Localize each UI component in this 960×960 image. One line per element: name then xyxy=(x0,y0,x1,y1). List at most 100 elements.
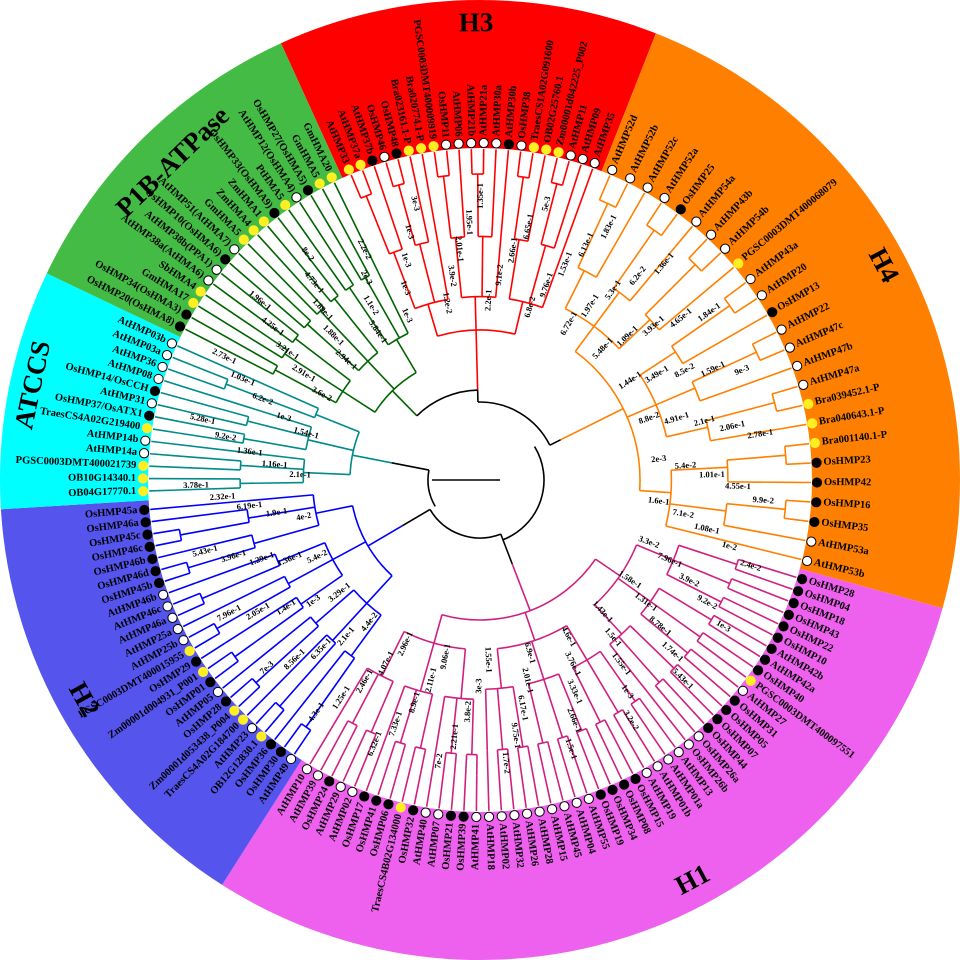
clade-arc xyxy=(705,420,712,441)
internal-branch xyxy=(723,294,730,300)
branch-length-label: 1.36e-1 xyxy=(236,445,263,458)
branch-length-label: 1.95e-1 xyxy=(464,209,475,235)
leaf-marker-yellow xyxy=(138,486,149,497)
leaf-branch xyxy=(246,694,269,716)
leaf-branch xyxy=(167,368,189,377)
clade-arc xyxy=(445,751,457,755)
internal-branch xyxy=(508,239,520,300)
leaf-branch xyxy=(743,314,768,330)
clade-arc xyxy=(517,175,530,179)
internal-branch xyxy=(690,648,710,665)
clade-arc xyxy=(305,426,313,450)
clade-arc xyxy=(245,416,250,426)
leaf-label: AtHMP18 xyxy=(484,824,496,870)
internal-branch xyxy=(420,749,427,771)
leaf-branch xyxy=(397,159,404,179)
leaf-label: OsHMP42 xyxy=(824,477,871,488)
clade-arc xyxy=(437,329,516,337)
leaf-marker-black xyxy=(220,254,231,265)
clade-arc xyxy=(574,350,641,491)
internal-branch xyxy=(277,542,326,563)
branch-length-label: 1.7e-2 xyxy=(501,752,513,774)
leaf-marker-yellow xyxy=(137,473,149,484)
leaf-marker-white xyxy=(589,158,600,169)
leaf-branch xyxy=(781,535,806,542)
leaf-marker-yellow xyxy=(314,178,325,189)
internal-branch xyxy=(305,729,312,737)
leaf-marker-yellow xyxy=(809,437,821,449)
leaf-branch xyxy=(207,655,227,670)
leaf-branch xyxy=(694,679,723,707)
leaf-branch xyxy=(531,768,540,806)
leaf-marker-black xyxy=(265,739,277,750)
internal-branch xyxy=(348,287,389,346)
leaf-branch xyxy=(643,723,666,755)
leaf-marker-white xyxy=(285,753,297,765)
internal-branch xyxy=(201,564,280,600)
internal-branch xyxy=(442,752,447,774)
leaf-marker-white xyxy=(312,770,324,781)
internal-branch xyxy=(646,219,651,226)
leaf-branch xyxy=(188,626,209,639)
internal-branch xyxy=(460,648,467,699)
leaf-label: AtHMP02 xyxy=(497,823,511,870)
internal-branch xyxy=(566,735,576,759)
internal-branch xyxy=(392,252,416,309)
internal-branch xyxy=(315,589,355,624)
leaf-marker-white xyxy=(203,275,214,286)
branch-length-label: 2.32e-1 xyxy=(209,490,235,502)
clade-arc xyxy=(366,667,394,683)
internal-branch xyxy=(784,444,791,448)
leaf-branch xyxy=(350,174,360,194)
leaf-branch xyxy=(151,517,178,523)
leaf-label: AtHMP41 xyxy=(470,824,482,870)
clade-arc xyxy=(213,623,221,634)
leaf-label: OsHMP21 xyxy=(441,822,456,870)
clade-arc xyxy=(595,719,606,726)
clade-arc xyxy=(239,460,242,470)
clade-arc xyxy=(291,334,299,343)
internal-branch xyxy=(527,745,533,770)
leaf-branch xyxy=(791,499,811,503)
leaf-branch xyxy=(205,294,229,311)
clade-arc xyxy=(404,685,433,695)
internal-branch xyxy=(246,677,253,685)
clade-arc xyxy=(403,630,466,650)
leaf-label: OsHMP16 xyxy=(823,497,871,511)
branch-length-label: 1.6e-1 xyxy=(648,494,671,507)
branch-length-label: 1.2e-2 xyxy=(441,291,455,314)
leaf-marker-white xyxy=(521,808,533,819)
internal-branch xyxy=(586,659,619,713)
internal-branch xyxy=(427,303,439,337)
internal-branch xyxy=(220,319,283,359)
leaf-branch xyxy=(389,764,401,799)
internal-branch xyxy=(669,503,727,512)
internal-branch xyxy=(402,178,405,184)
leaf-marker-black xyxy=(174,321,186,332)
leaf-marker-white xyxy=(798,379,809,390)
leaf-branch xyxy=(563,761,576,798)
leaf-branch xyxy=(756,576,793,590)
internal-branch xyxy=(609,643,649,693)
internal-branch xyxy=(514,301,524,335)
leaf-branch xyxy=(257,234,277,256)
leaf-branch xyxy=(721,645,754,668)
internal-branch xyxy=(436,240,449,300)
internal-branch xyxy=(384,685,406,739)
leaf-branch xyxy=(498,773,503,811)
leaf-marker-black xyxy=(811,477,823,488)
internal-branch xyxy=(474,296,477,331)
leaf-marker-black xyxy=(811,457,822,468)
leaf-marker-black xyxy=(809,516,820,528)
leaf-branch xyxy=(782,404,803,411)
branch-length-label: 6.65e-1 xyxy=(521,213,536,240)
leaf-branch xyxy=(197,305,222,321)
group-label-h3: H3 xyxy=(459,7,494,37)
clade-arc xyxy=(551,181,563,187)
clade-arc xyxy=(178,529,183,541)
leaf-marker-black xyxy=(140,517,151,528)
internal-branch xyxy=(182,409,247,427)
clade-arc xyxy=(415,746,426,750)
leaf-marker-white xyxy=(691,216,702,227)
leaf-branch xyxy=(154,416,181,423)
